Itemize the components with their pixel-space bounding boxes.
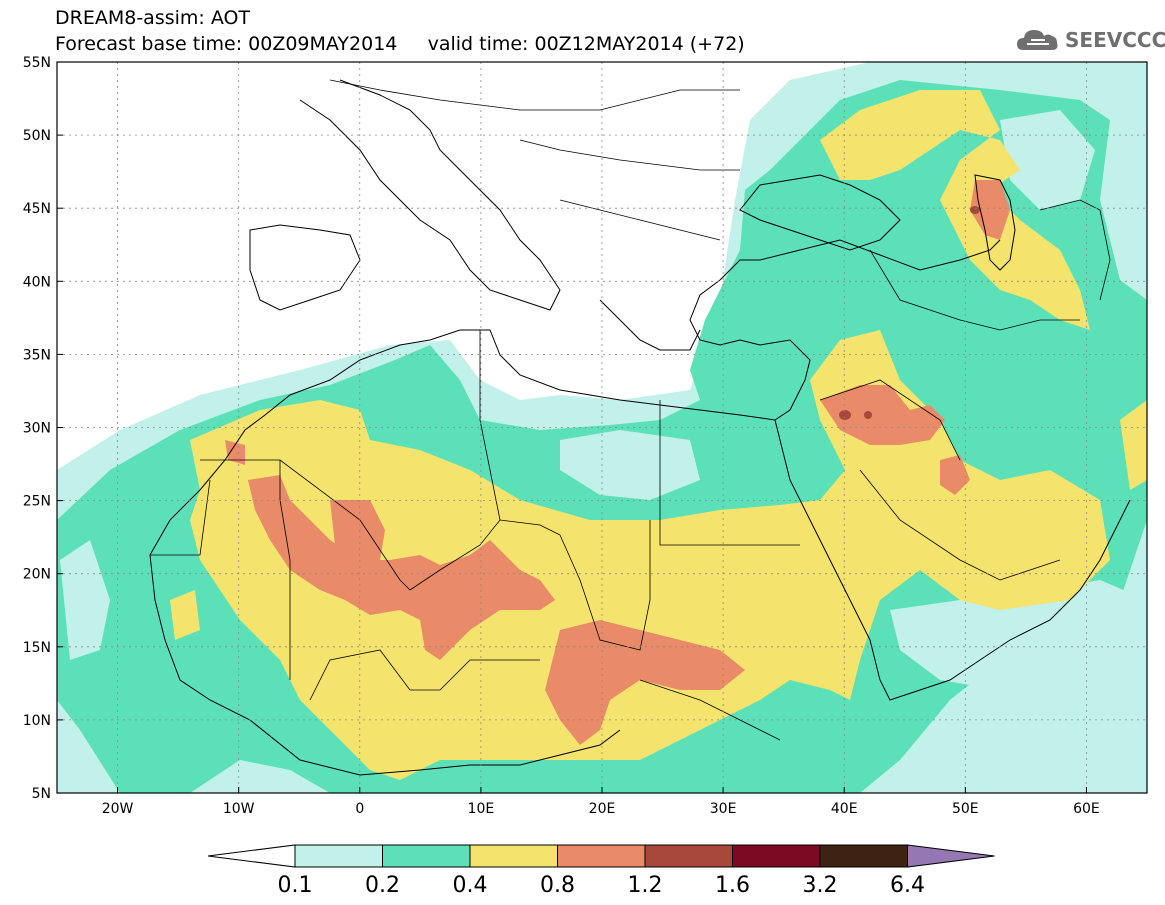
seevccc-logo: SEEVCCC — [1015, 24, 1165, 56]
colorbar-label: 1.2 — [628, 873, 663, 898]
forecast-time-subtitle: Forecast base time: 00Z09MAY2014 valid t… — [55, 33, 745, 55]
lat-tick-label: 20N — [23, 567, 51, 583]
longitude-axis: 20W 10W 0 10E 20E 30E 40E 50E 60E — [102, 787, 1100, 817]
colorbar-label: 0.2 — [365, 873, 400, 898]
colorbar-label: 3.2 — [803, 873, 838, 898]
coastlines — [149, 79, 1131, 776]
lat-tick-label: 25N — [23, 494, 51, 510]
logo-text: SEEVCCC — [1065, 28, 1165, 52]
colorbar-label: 0.4 — [453, 873, 488, 898]
lon-tick-label: 10E — [468, 801, 495, 817]
lat-tick-label: 35N — [23, 347, 51, 363]
latitude-axis: 5N 10N 15N 20N 25N 30N 35N 40N 45N 50N 55N — [23, 55, 63, 802]
colorbar-lower-arrow — [207, 844, 296, 868]
aot-band-0.1-patches — [60, 110, 1147, 700]
lat-tick-label: 5N — [32, 786, 51, 802]
lon-tick-label: 10W — [223, 801, 255, 817]
lat-tick-label: 15N — [23, 640, 51, 656]
colorbar-swatch — [382, 844, 471, 868]
lon-tick-label: 60E — [1073, 801, 1100, 817]
colorbar-swatch — [557, 844, 646, 868]
colorbar-swatch — [469, 844, 558, 868]
cloud-icon — [1017, 30, 1058, 50]
lat-tick-label: 45N — [23, 201, 51, 217]
lon-tick-label: 50E — [952, 801, 979, 817]
graticule — [57, 62, 1147, 793]
colorbar-swatch — [294, 844, 383, 868]
lat-tick-label: 40N — [23, 274, 51, 290]
lat-tick-label: 10N — [23, 713, 51, 729]
lat-tick-label: 55N — [23, 55, 51, 71]
lon-tick-label: 30E — [710, 801, 737, 817]
aot-band-0.8 — [225, 180, 1010, 745]
colorbar-upper-arrow — [907, 844, 995, 868]
colorbar-swatch — [644, 844, 733, 868]
lat-tick-label: 50N — [23, 128, 51, 144]
colorbar-swatch — [732, 844, 821, 868]
colorbar-swatch — [819, 844, 908, 868]
lon-tick-label: 20E — [589, 801, 616, 817]
colorbar-label: 0.1 — [278, 873, 313, 898]
colorbar: 0.1 0.2 0.4 0.8 1.2 1.6 3.2 6.4 — [207, 844, 995, 898]
colorbar-label: 6.4 — [890, 873, 925, 898]
lon-tick-label: 0 — [355, 801, 364, 817]
lon-tick-label: 40E — [831, 801, 858, 817]
colorbar-label: 0.8 — [540, 873, 575, 898]
colorbar-label: 1.6 — [715, 873, 750, 898]
lat-tick-label: 30N — [23, 421, 51, 437]
map-title: DREAM8-assim: AOT — [55, 7, 251, 29]
aot-band-1.2 — [839, 206, 980, 420]
lon-tick-label: 20W — [102, 801, 134, 817]
